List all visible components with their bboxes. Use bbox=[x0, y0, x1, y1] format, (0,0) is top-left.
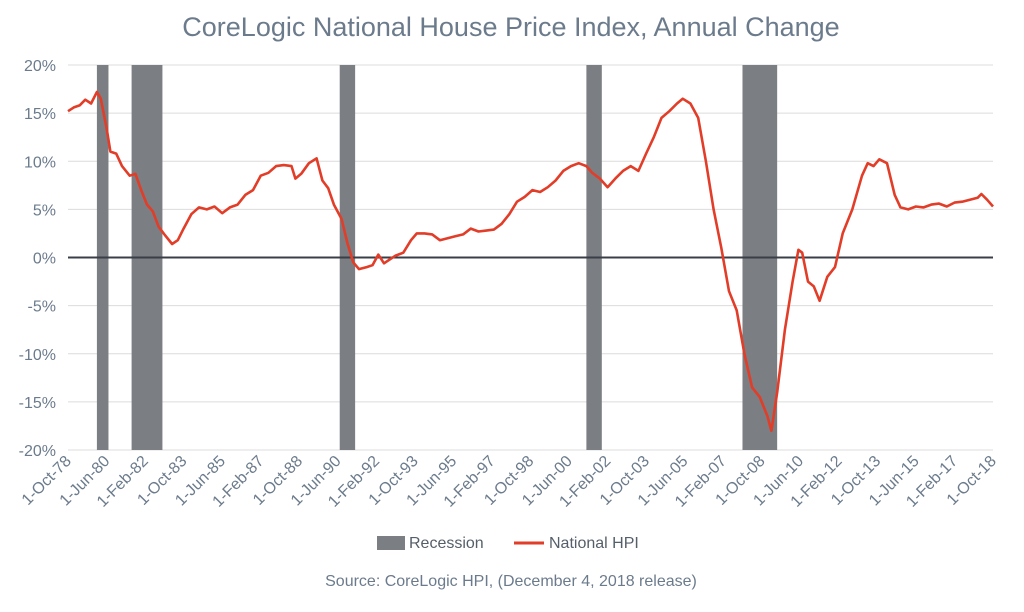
y-tick-label: 15% bbox=[24, 106, 56, 123]
legend: Recession National HPI bbox=[377, 535, 639, 552]
x-axis: 1-Oct-781-Jun-801-Feb-821-Oct-831-Jun-85… bbox=[19, 453, 1000, 511]
y-tick-label: 10% bbox=[24, 154, 56, 171]
series-layer bbox=[67, 90, 994, 433]
y-tick-label: -20% bbox=[19, 443, 56, 460]
source-note: Source: CoreLogic HPI, (December 4, 2018… bbox=[325, 573, 697, 590]
y-tick-label: 5% bbox=[33, 202, 56, 219]
series-line-national-hpi bbox=[67, 90, 994, 433]
y-tick-label: -5% bbox=[28, 299, 56, 316]
legend-label-national-hpi: National HPI bbox=[549, 535, 639, 552]
legend-label-recession: Recession bbox=[409, 535, 484, 552]
chart-title: CoreLogic National House Price Index, An… bbox=[182, 12, 839, 42]
y-tick-label: 20% bbox=[24, 58, 56, 75]
y-tick-label: -15% bbox=[19, 395, 56, 412]
y-tick-label: 0% bbox=[33, 251, 56, 268]
y-axis: 20% 15% 10% 5% 0% -5% -10% -15% -20% bbox=[19, 58, 56, 460]
legend-swatch-recession bbox=[377, 536, 405, 550]
y-tick-label: -10% bbox=[19, 347, 56, 364]
gridlines bbox=[68, 64, 993, 451]
